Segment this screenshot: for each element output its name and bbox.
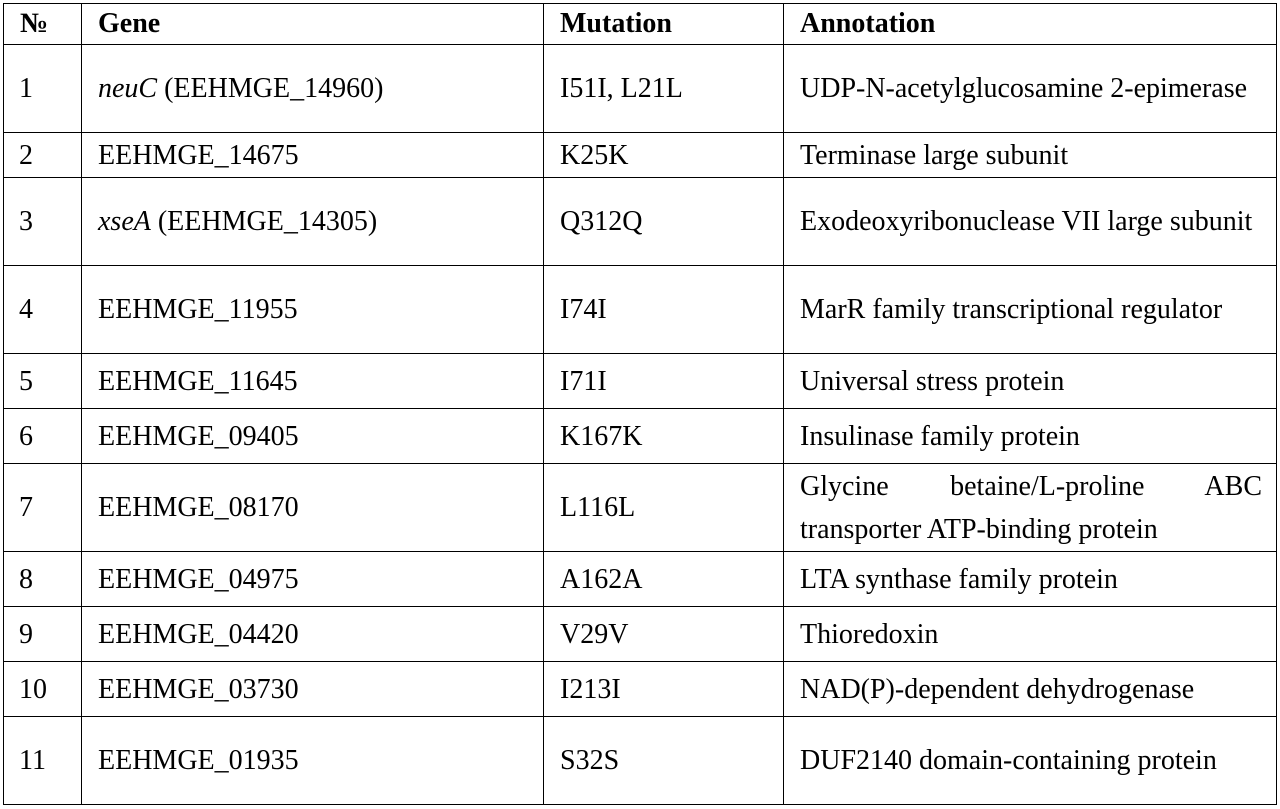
row-number: 3 (3, 177, 82, 266)
gene-symbol: xseA (98, 206, 151, 237)
row-gene: xseA (EEHMGE_14305) (81, 177, 544, 266)
row-annotation: Thioredoxin (783, 606, 1277, 662)
gene-id: (EEHMGE_14960) (157, 73, 384, 104)
mutation-table: № Gene Mutation Annotation 1 neuC (EEHMG… (3, 3, 1277, 805)
row-annotation: MarR family transcriptional regulator (783, 265, 1277, 354)
row-mutation: I71I (543, 353, 784, 409)
row-gene: EEHMGE_01935 (81, 716, 544, 805)
gene-id: EEHMGE_14675 (98, 139, 299, 171)
row-annotation: Insulinase family protein (783, 408, 1277, 464)
row-annotation: NAD(P)-dependent dehydrogenase (783, 661, 1277, 717)
row-number: 7 (3, 463, 82, 552)
gene-id: EEHMGE_08170 (98, 492, 299, 523)
row-gene: EEHMGE_08170 (81, 463, 544, 552)
header-annotation: Annotation (783, 3, 1277, 45)
row-mutation: L116L (543, 463, 784, 552)
table-row: 10 EEHMGE_03730 I213I NAD(P)-dependent d… (3, 661, 1277, 717)
table-row: 11 EEHMGE_01935 S32S DUF2140 domain-cont… (3, 716, 1277, 805)
table-row: 2 EEHMGE_14675 K25K Terminase large subu… (3, 132, 1277, 178)
table-row: 5 EEHMGE_11645 I71I Universal stress pro… (3, 353, 1277, 409)
row-mutation: I213I (543, 661, 784, 717)
table-row: 3 xseA (EEHMGE_14305) Q312Q Exodeoxyribo… (3, 177, 1277, 266)
row-annotation: Universal stress protein (783, 353, 1277, 409)
row-number: 11 (3, 716, 82, 805)
gene-id: EEHMGE_04975 (98, 563, 299, 595)
gene-id: EEHMGE_09405 (98, 420, 299, 452)
row-number: 10 (3, 661, 82, 717)
header-number: № (3, 3, 82, 45)
row-number: 5 (3, 353, 82, 409)
row-gene: EEHMGE_11645 (81, 353, 544, 409)
row-annotation: UDP-N-acetylglucosamine 2-epimerase (783, 44, 1277, 133)
table-row: 6 EEHMGE_09405 K167K Insulinase family p… (3, 408, 1277, 464)
row-annotation: Terminase large subunit (783, 132, 1277, 178)
row-gene: neuC (EEHMGE_14960) (81, 44, 544, 133)
row-mutation: A162A (543, 551, 784, 607)
row-number: 2 (3, 132, 82, 178)
row-number: 6 (3, 408, 82, 464)
row-mutation: S32S (543, 716, 784, 805)
table-row: 8 EEHMGE_04975 A162A LTA synthase family… (3, 551, 1277, 607)
gene-id: EEHMGE_04420 (98, 618, 299, 650)
row-number: 8 (3, 551, 82, 607)
row-gene: EEHMGE_04420 (81, 606, 544, 662)
row-annotation: Glycine betaine/L-proline ABC transporte… (783, 463, 1277, 552)
row-number: 1 (3, 44, 82, 133)
row-number: 9 (3, 606, 82, 662)
header-mutation: Mutation (543, 3, 784, 45)
row-gene: EEHMGE_03730 (81, 661, 544, 717)
gene-id: EEHMGE_11645 (98, 365, 298, 397)
row-annotation: DUF2140 domain-containing protein (783, 716, 1277, 805)
gene-id: (EEHMGE_14305) (150, 206, 378, 237)
row-mutation: I74I (543, 265, 784, 354)
row-number: 4 (3, 265, 82, 354)
header-row: № Gene Mutation Annotation (3, 3, 1277, 45)
table-row: 1 neuC (EEHMGE_14960) I51I, L21L UDP-N-a… (3, 44, 1277, 133)
table-row: 4 EEHMGE_11955 I74I MarR family transcri… (3, 265, 1277, 354)
row-gene: EEHMGE_09405 (81, 408, 544, 464)
row-mutation: K167K (543, 408, 784, 464)
row-annotation: Exodeoxyribonuclease VII large subunit (783, 177, 1277, 266)
gene-id: EEHMGE_03730 (98, 673, 299, 705)
row-gene: EEHMGE_14675 (81, 132, 544, 178)
table-row: 7 EEHMGE_08170 L116L Glycine betaine/L-p… (3, 463, 1277, 552)
gene-symbol: neuC (98, 73, 158, 104)
row-annotation: LTA synthase family protein (783, 551, 1277, 607)
row-mutation: V29V (543, 606, 784, 662)
table-row: 9 EEHMGE_04420 V29V Thioredoxin (3, 606, 1277, 662)
gene-id: EEHMGE_11955 (98, 294, 298, 325)
row-gene: EEHMGE_11955 (81, 265, 544, 354)
header-gene: Gene (81, 3, 544, 45)
row-mutation: I51I, L21L (543, 44, 784, 133)
row-mutation: Q312Q (543, 177, 784, 266)
gene-id: EEHMGE_01935 (98, 745, 299, 776)
row-mutation: K25K (543, 132, 784, 178)
row-gene: EEHMGE_04975 (81, 551, 544, 607)
